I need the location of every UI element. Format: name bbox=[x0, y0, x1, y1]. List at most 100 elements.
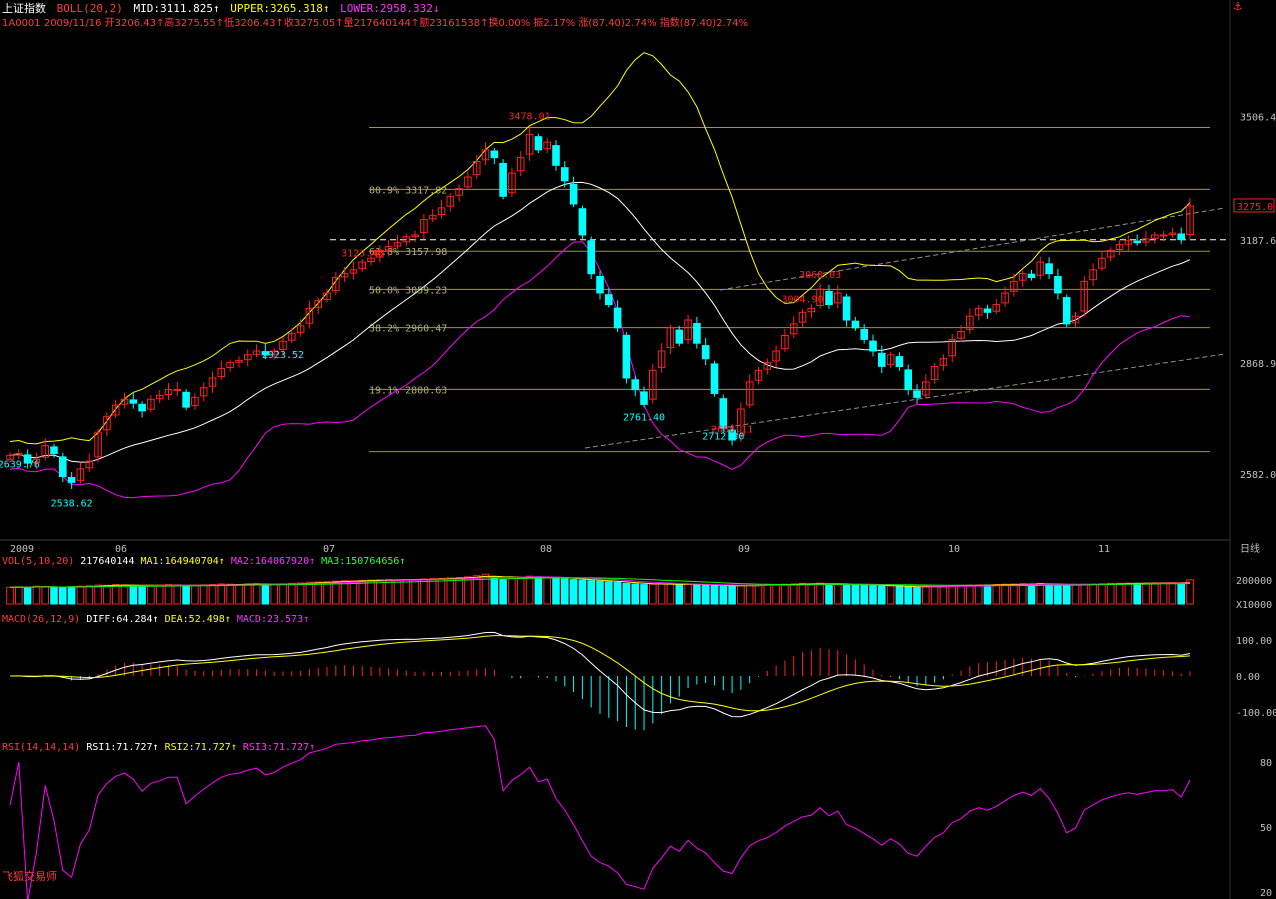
volume-bar bbox=[129, 585, 138, 605]
volume-bar bbox=[411, 579, 419, 605]
volume-bar bbox=[1186, 579, 1194, 605]
boll-lower-band bbox=[9, 241, 1191, 499]
candle bbox=[1036, 261, 1045, 276]
candle bbox=[1080, 280, 1089, 312]
volume-bar bbox=[332, 580, 340, 605]
candle bbox=[1089, 269, 1097, 281]
volume-bar bbox=[798, 582, 807, 605]
volume-bar bbox=[1168, 582, 1177, 605]
volume-bar bbox=[85, 585, 94, 605]
candle bbox=[1045, 263, 1053, 275]
candle bbox=[1133, 240, 1142, 244]
candle bbox=[59, 456, 67, 478]
candle bbox=[129, 399, 138, 404]
volume-bar bbox=[1106, 582, 1115, 605]
volume-bar bbox=[745, 584, 754, 605]
candle bbox=[358, 261, 366, 270]
vol-ma2: MA2:164067920↑ bbox=[230, 556, 316, 567]
candle bbox=[50, 446, 58, 454]
macd-diff: DIFF:64.284↑ bbox=[86, 614, 159, 625]
volume-bar bbox=[913, 586, 921, 605]
volume-bar bbox=[164, 584, 173, 605]
volume-bar bbox=[781, 583, 789, 605]
volume-bar bbox=[508, 577, 516, 605]
vol-axis-label: 200000 bbox=[1236, 576, 1272, 587]
volume-bar bbox=[1080, 583, 1089, 605]
candle bbox=[402, 236, 411, 243]
candle bbox=[1124, 240, 1133, 245]
volume-bar bbox=[922, 586, 930, 605]
candle bbox=[164, 389, 173, 396]
volume-bar bbox=[860, 584, 869, 605]
volume-bar bbox=[138, 585, 146, 605]
volume-bar bbox=[455, 577, 463, 605]
volume-bar bbox=[728, 585, 736, 605]
vol-axis-unit: X10000 bbox=[1236, 600, 1272, 611]
x-axis-tick-label: 2009 bbox=[10, 544, 34, 555]
volume-bar bbox=[182, 585, 190, 605]
macd-axis-label: -100.00 bbox=[1236, 708, 1276, 719]
volume-bar bbox=[1027, 583, 1036, 605]
volume-bar bbox=[270, 583, 278, 605]
volume-bar bbox=[561, 578, 569, 605]
candle bbox=[76, 468, 85, 481]
volume-bar bbox=[1142, 582, 1150, 605]
candle bbox=[957, 331, 965, 339]
volume-bar bbox=[76, 585, 85, 605]
volume-bar bbox=[1098, 583, 1106, 605]
fib-level-label: 38.2% 2960.47 bbox=[369, 324, 447, 335]
y-axis-tick-label: 2868.9 bbox=[1240, 359, 1276, 370]
volume-bar bbox=[966, 584, 974, 605]
candle bbox=[825, 290, 833, 305]
candle bbox=[437, 207, 446, 215]
candle bbox=[455, 188, 463, 196]
candle bbox=[384, 246, 393, 251]
macd-dea: DEA:52.498↑ bbox=[164, 614, 231, 625]
volume-bar bbox=[1124, 582, 1133, 605]
vol-value: 217640144 bbox=[80, 556, 135, 567]
volume-bar bbox=[279, 583, 287, 605]
volume-bar bbox=[103, 584, 111, 605]
volume-bar bbox=[428, 578, 437, 605]
candle bbox=[191, 396, 199, 407]
candle bbox=[763, 362, 772, 370]
candle bbox=[252, 350, 261, 355]
candle bbox=[464, 176, 472, 188]
trendline-lower bbox=[584, 353, 1226, 449]
macd-dea-line bbox=[10, 635, 1191, 712]
candle bbox=[1159, 234, 1168, 237]
volume-bar bbox=[1010, 583, 1018, 605]
candle bbox=[772, 350, 780, 362]
candle bbox=[781, 335, 789, 350]
candle bbox=[1071, 315, 1080, 324]
candle bbox=[561, 167, 569, 182]
volume-bar bbox=[569, 579, 578, 605]
volume-bar bbox=[420, 578, 428, 605]
volume-bar bbox=[578, 579, 587, 605]
candle bbox=[578, 208, 587, 236]
macd-label: MACD(26,12,9) bbox=[2, 614, 81, 625]
volume-bar bbox=[525, 575, 534, 605]
volume-bar bbox=[552, 577, 560, 605]
candle bbox=[235, 360, 243, 363]
rsi-header: RSI(14,14,14) RSI1:71.727↑ RSI2:71.727↑ … bbox=[2, 742, 315, 753]
candle bbox=[631, 379, 640, 391]
candle bbox=[649, 369, 657, 400]
volume-bar bbox=[393, 579, 402, 605]
volume-bar bbox=[825, 583, 833, 605]
volume-bar bbox=[605, 581, 613, 605]
volume-bar bbox=[622, 582, 631, 605]
volume-bar bbox=[349, 580, 358, 605]
symbol-title[interactable]: 上证指数 bbox=[2, 2, 46, 15]
volume-bar bbox=[32, 585, 41, 605]
volume-bar bbox=[296, 582, 305, 605]
candle bbox=[622, 334, 631, 379]
candle bbox=[930, 365, 939, 380]
candle bbox=[1186, 205, 1194, 236]
candle bbox=[67, 477, 76, 483]
volume-bar bbox=[754, 584, 763, 605]
volume-bar bbox=[323, 581, 331, 605]
price-extreme-label: 2538.62 bbox=[51, 499, 93, 510]
anchor-icon[interactable]: ⚓ bbox=[1234, 0, 1242, 14]
